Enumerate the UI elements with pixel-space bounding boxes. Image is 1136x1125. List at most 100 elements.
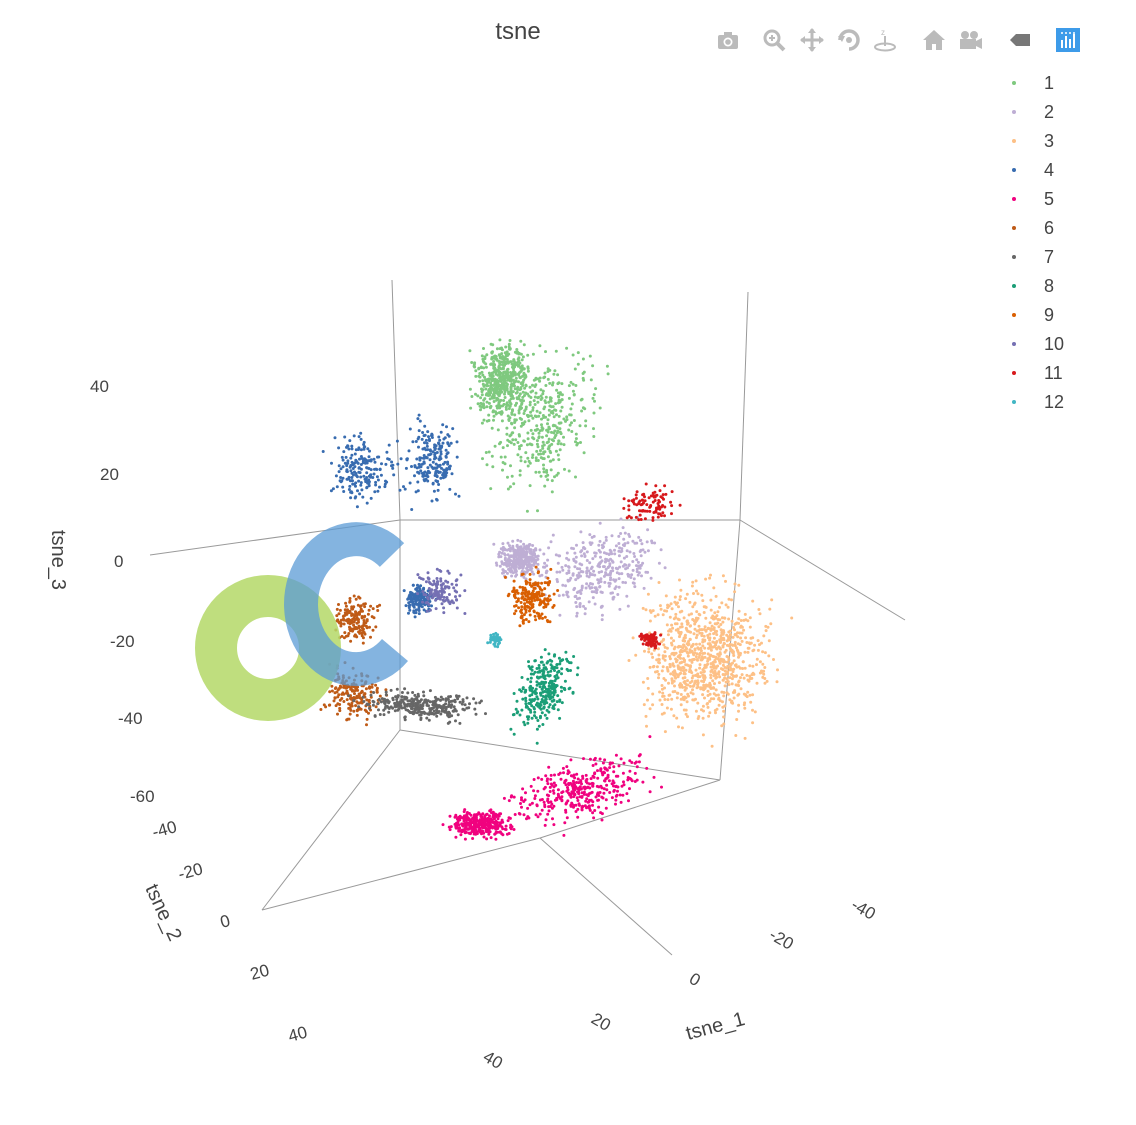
data-point — [540, 777, 544, 781]
data-point — [550, 691, 554, 695]
data-point — [632, 577, 636, 581]
data-point — [640, 542, 644, 546]
data-point — [619, 800, 623, 804]
data-point — [463, 703, 467, 707]
data-point — [631, 539, 635, 543]
data-point — [427, 704, 430, 708]
data-point — [599, 769, 603, 773]
data-point — [608, 791, 612, 794]
data-point — [361, 624, 365, 628]
data-point — [707, 714, 711, 718]
data-point — [529, 428, 533, 432]
data-point — [588, 561, 592, 565]
data-point — [546, 620, 550, 624]
data-point — [454, 719, 457, 723]
data-point — [453, 822, 457, 826]
data-point — [455, 825, 459, 829]
series-5 — [441, 735, 663, 841]
data-point — [485, 837, 489, 841]
data-point — [556, 373, 560, 377]
data-point — [745, 641, 749, 644]
data-point — [359, 431, 363, 435]
data-point — [462, 823, 466, 827]
data-point — [712, 628, 716, 631]
data-point — [594, 795, 598, 799]
data-point — [400, 691, 404, 694]
data-point — [567, 428, 571, 432]
data-point — [365, 466, 369, 470]
data-point — [500, 551, 504, 555]
data-point — [487, 371, 491, 375]
data-point — [337, 464, 341, 468]
data-point — [524, 618, 528, 621]
data-point — [347, 488, 351, 491]
data-point — [440, 445, 443, 449]
data-point — [633, 585, 637, 589]
data-point — [724, 603, 728, 607]
data-point — [519, 352, 523, 356]
data-point — [546, 478, 550, 482]
data-point — [553, 798, 557, 802]
data-point — [507, 592, 511, 596]
data-point — [494, 370, 498, 374]
data-point — [530, 693, 534, 697]
data-point — [513, 413, 517, 417]
data-point — [418, 588, 422, 592]
data-point — [421, 431, 425, 434]
data-point — [550, 490, 554, 494]
data-point — [730, 700, 733, 704]
data-point — [472, 697, 476, 701]
data-point — [598, 521, 602, 525]
data-point — [606, 773, 610, 777]
data-point — [549, 540, 553, 544]
data-point — [378, 713, 382, 716]
data-point — [512, 732, 516, 736]
data-point — [542, 682, 546, 686]
data-point — [367, 459, 371, 463]
data-point — [688, 681, 692, 685]
data-point — [361, 629, 365, 632]
data-point — [567, 384, 571, 388]
data-point — [483, 817, 486, 821]
data-point — [534, 565, 538, 569]
data-point — [675, 691, 679, 695]
data-point — [665, 646, 669, 650]
data-point — [580, 586, 584, 590]
data-point — [725, 655, 729, 658]
data-point — [520, 569, 524, 573]
series-4 — [321, 413, 461, 619]
data-point — [359, 604, 363, 608]
data-point — [523, 546, 527, 550]
data-point — [556, 788, 560, 792]
data-point — [502, 399, 506, 402]
data-point — [330, 689, 334, 693]
data-point — [510, 565, 514, 569]
data-point — [518, 624, 522, 628]
data-point — [416, 470, 420, 474]
data-point — [562, 771, 565, 775]
data-point — [506, 382, 509, 386]
data-point — [416, 704, 420, 708]
data-point — [565, 765, 569, 769]
data-point — [487, 401, 491, 405]
data-point — [627, 563, 631, 567]
data-point — [346, 444, 350, 448]
data-point — [572, 393, 576, 396]
data-point — [495, 823, 499, 827]
data-point — [627, 799, 630, 803]
data-point — [463, 837, 467, 841]
data-point — [423, 424, 427, 428]
data-point — [546, 797, 550, 801]
data-point — [607, 779, 611, 783]
data-point — [706, 705, 710, 709]
data-point — [534, 813, 538, 817]
data-point — [570, 421, 573, 425]
data-point — [538, 376, 542, 380]
data-point — [349, 639, 353, 643]
data-point — [584, 424, 588, 428]
data-point — [574, 384, 578, 387]
data-point — [531, 432, 535, 436]
data-point — [442, 468, 446, 472]
data-point — [764, 629, 768, 633]
